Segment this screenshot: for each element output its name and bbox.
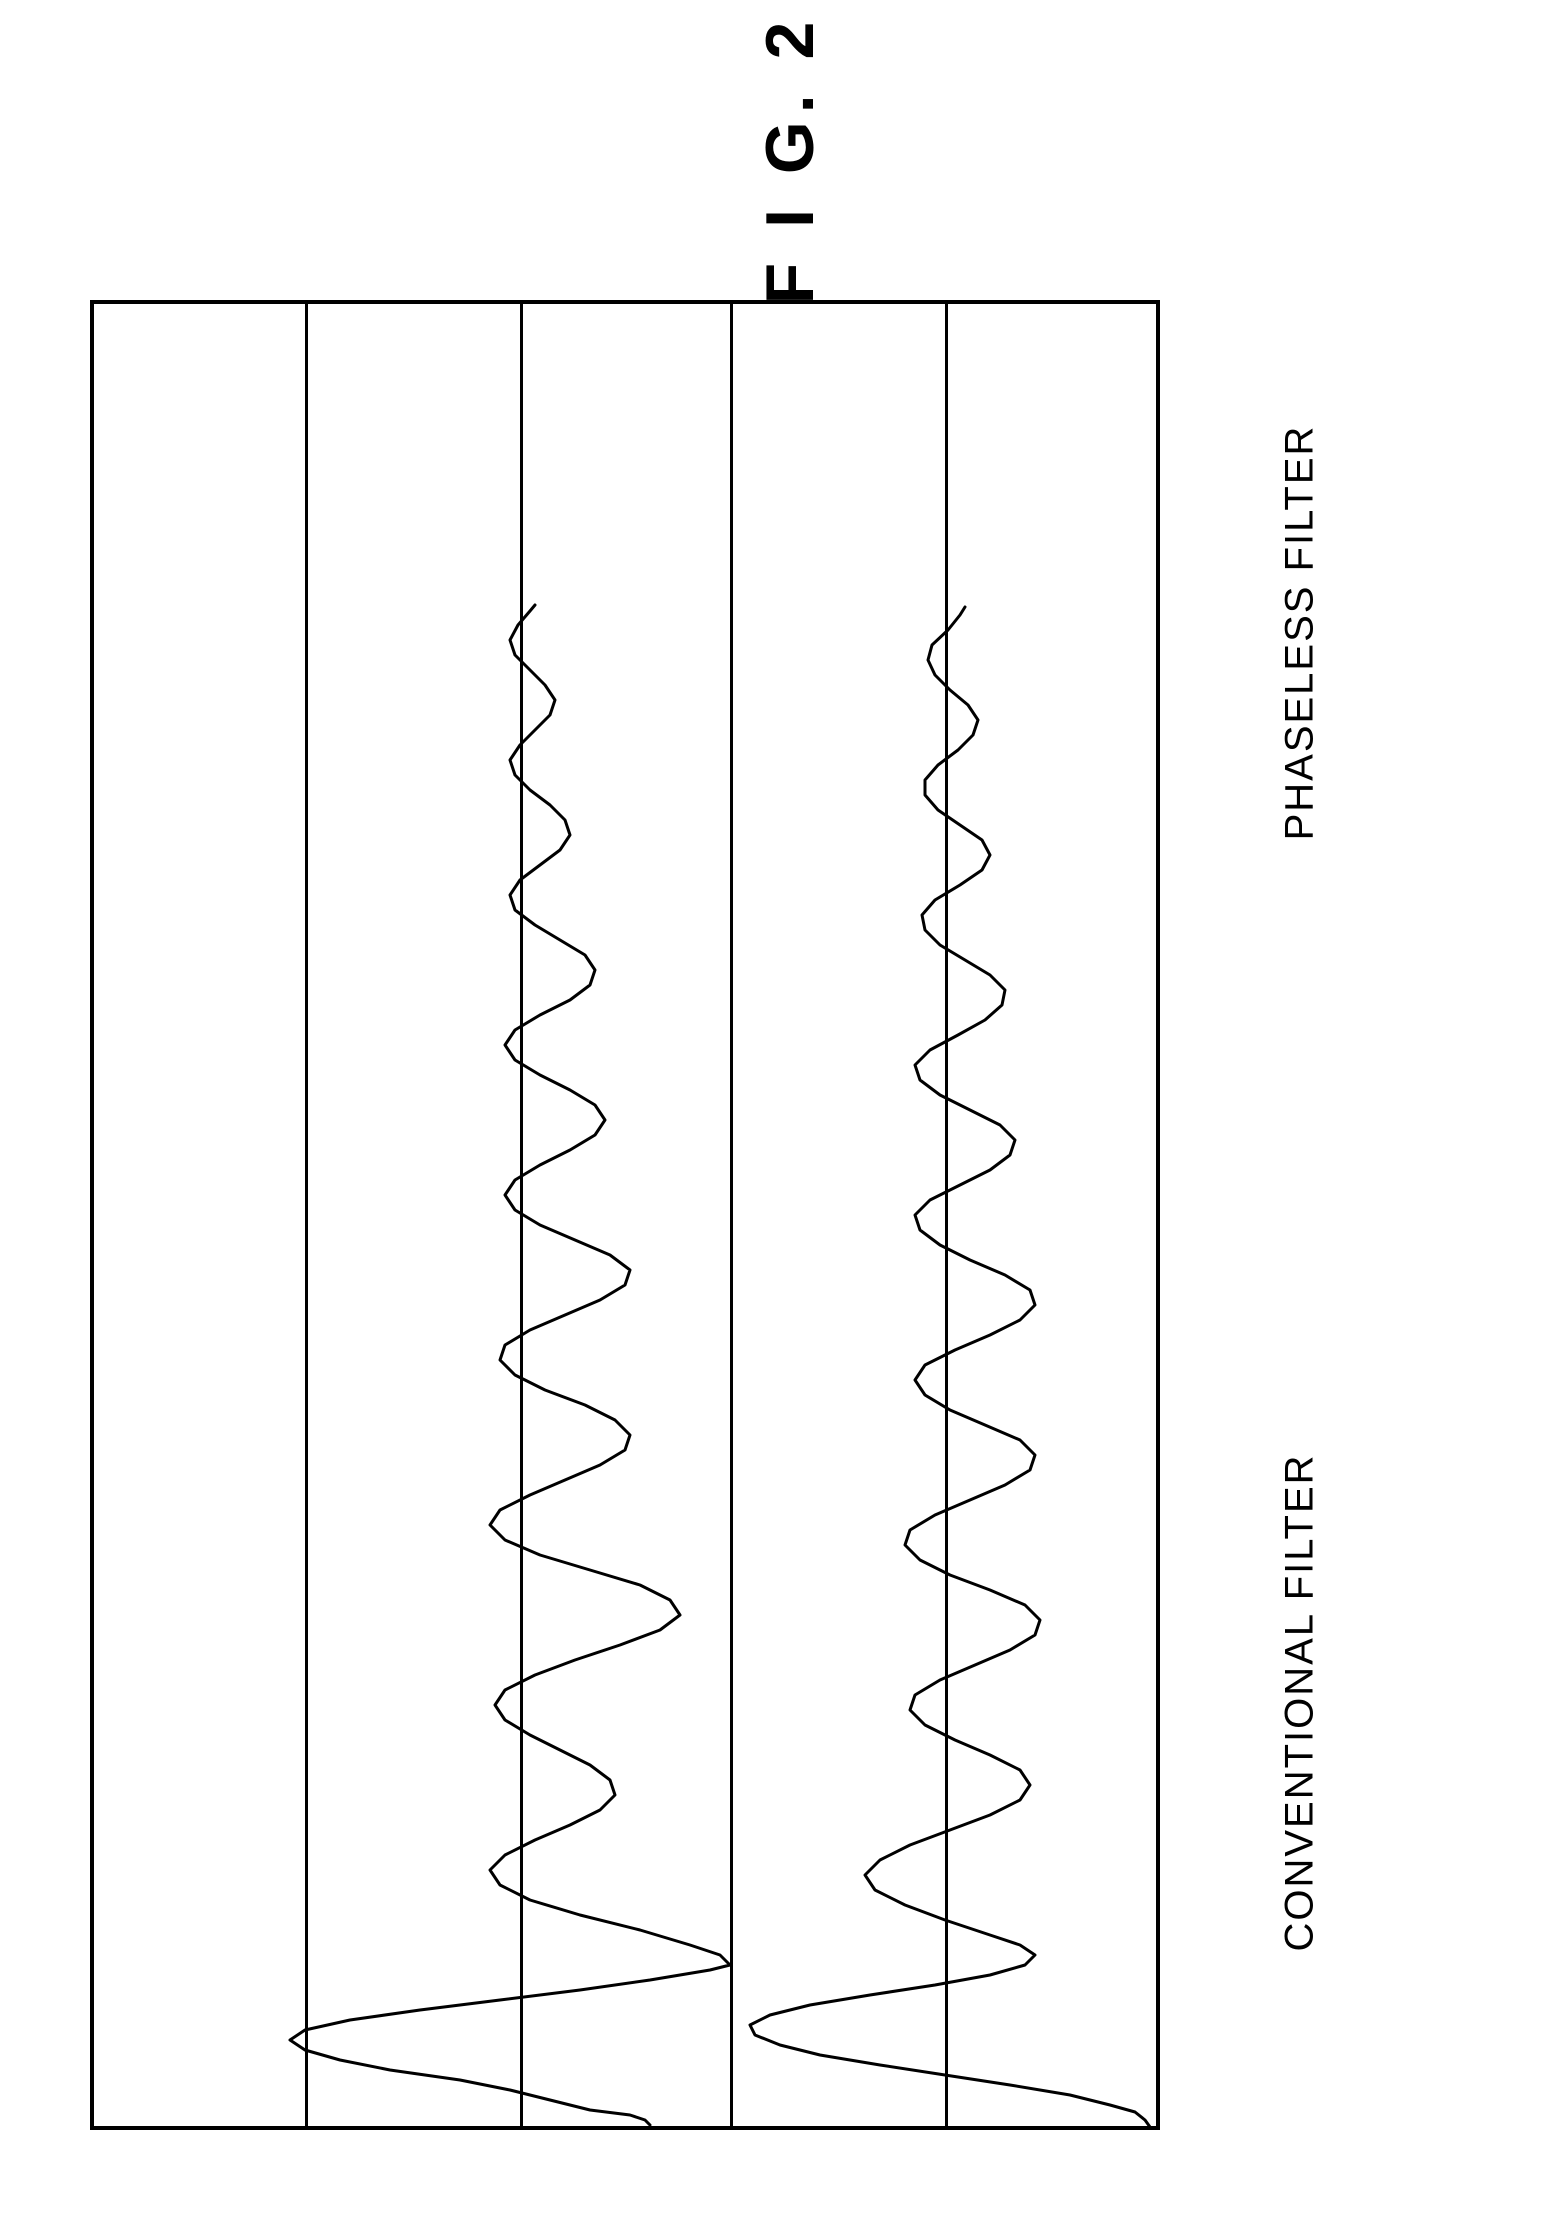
signals-svg	[94, 304, 1156, 2126]
gridline-0	[305, 304, 308, 2126]
label-phaseless: PHASELESS FILTER	[1278, 333, 1323, 933]
page: F I G. 2 PHASELESS FILTER CONVENTIONAL F…	[0, 0, 1554, 2222]
gridline-2	[730, 304, 733, 2126]
label-conventional: CONVENTIONAL FILTER	[1278, 1403, 1323, 2003]
chart-box	[90, 300, 1160, 2130]
gridline-3	[945, 304, 948, 2126]
signal-1	[750, 607, 1150, 2126]
gridline-1	[520, 304, 523, 2126]
signal-0	[290, 605, 730, 2125]
